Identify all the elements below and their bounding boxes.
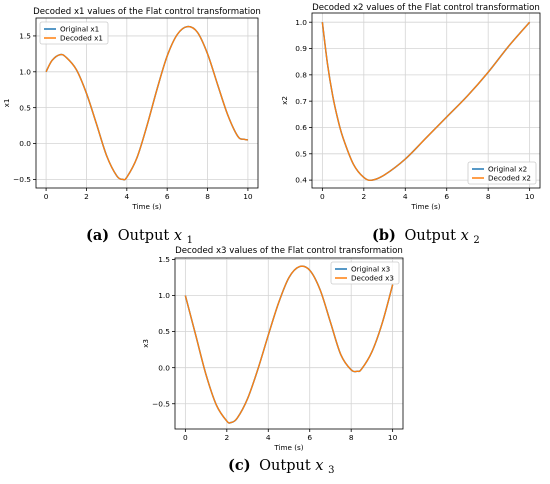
- caption-a-text: Output: [118, 228, 174, 244]
- chart-x3: 0 2 4 6 8 10 −0.5 0.0 0.5 1.0 1.5 Decoded x3 values…: [141, 246, 404, 452]
- caption-b-label: (b): [372, 227, 396, 244]
- legend-label: Original x1: [60, 25, 99, 34]
- chart-title: Decoded x1 values of the Flat control tr…: [33, 7, 261, 17]
- x-tick-label: 6: [307, 433, 312, 442]
- y-tick-label: 1.0: [295, 18, 307, 27]
- y-tick-label: 0.5: [158, 327, 170, 336]
- plot-area: [36, 18, 258, 188]
- legend-label: Decoded x2: [488, 174, 531, 183]
- x-tick-label: 4: [403, 192, 408, 201]
- series-line-decoded-x1: [45, 25, 249, 181]
- y-tick-label: 1.0: [158, 291, 170, 300]
- legend-label: Decoded x1: [60, 34, 103, 43]
- x-tick-label: 6: [165, 192, 170, 201]
- y-tick-label: 1.5: [158, 255, 170, 264]
- plot-area: [175, 258, 403, 429]
- caption-a: (a) Output x 1: [86, 227, 193, 246]
- legend-box: [330, 261, 400, 285]
- chart-x2: 0 2 4 6 8 10 0.4 0.5 0.6 0.7 0.8 0.9 1.0 Decoded x2 v…: [280, 3, 541, 211]
- plot-frame: [35, 17, 259, 189]
- y-tick-label: −0.5: [13, 175, 31, 184]
- y-tick-label: 1.0: [19, 67, 31, 76]
- y-tick-label: 0.9: [295, 44, 307, 53]
- chart-title: Decoded x3 values of the Flat control tr…: [175, 246, 403, 256]
- caption-a-label: (a): [86, 227, 109, 244]
- x-tick-label: 10: [243, 192, 253, 201]
- x-tick-label: 2: [361, 192, 366, 201]
- y-axis-label: x1: [2, 99, 11, 108]
- x-axis-label: Time (s): [273, 443, 303, 452]
- plot-frame: [311, 12, 541, 189]
- y-tick-label: 0.7: [295, 97, 307, 106]
- series-line-decoded-x3: [184, 265, 394, 424]
- x-tick-label: 0: [183, 433, 188, 442]
- x-axis-label: Time (s): [410, 202, 440, 211]
- x-tick-label: 10: [525, 192, 535, 201]
- x-tick-label: 4: [266, 433, 271, 442]
- y-tick-label: 1.5: [19, 32, 31, 41]
- y-axis-label: x3: [141, 339, 150, 348]
- caption-c: (c) Output x 3: [228, 457, 334, 476]
- x-tick-label: 10: [388, 433, 398, 442]
- y-axis-label: x2: [280, 96, 289, 105]
- x-axis-label: Time (s): [131, 202, 161, 211]
- caption-a-var: x: [174, 228, 182, 244]
- caption-b-text: Output: [404, 228, 460, 244]
- x-tick-label: 8: [486, 192, 491, 201]
- caption-b: (b) Output x 2: [372, 227, 480, 246]
- y-tick-label: 0.8: [295, 70, 307, 79]
- x-tick-label: 8: [349, 433, 354, 442]
- y-tick-label: 0.6: [295, 123, 307, 132]
- legend-label: Original x3: [351, 265, 390, 274]
- y-tick-label: 0.0: [19, 139, 31, 148]
- caption-c-var: x: [315, 458, 323, 474]
- caption-c-sub: 3: [328, 465, 334, 476]
- caption-a-sub: 1: [187, 235, 193, 246]
- x-tick-label: 2: [84, 192, 89, 201]
- x-tick-label: 0: [44, 192, 49, 201]
- x-tick-label: 2: [224, 433, 229, 442]
- y-tick-label: 0.5: [295, 149, 307, 158]
- caption-c-text: Output: [259, 458, 315, 474]
- y-tick-label: 0.5: [19, 103, 31, 112]
- x-tick-label: 0: [320, 192, 325, 201]
- caption-c-label: (c): [228, 457, 251, 474]
- caption-b-sub: 2: [473, 235, 479, 246]
- chart-title: Decoded x2 values of the Flat control tr…: [312, 3, 540, 13]
- y-tick-label: 0.4: [295, 176, 307, 185]
- legend-label: Decoded x3: [351, 274, 394, 283]
- y-tick-label: 0.0: [158, 363, 170, 372]
- legend-label: Original x2: [488, 165, 527, 174]
- plot-frame: [174, 257, 404, 430]
- series-line-decoded-x2: [321, 21, 531, 181]
- x-tick-label: 6: [444, 192, 449, 201]
- x-tick-label: 8: [205, 192, 210, 201]
- y-tick-label: −0.5: [152, 399, 170, 408]
- chart-x1: 0 2 4 6 8 10 −0.5 0.0 0.5 1.0 1.5 Decoded x1 values…: [2, 7, 261, 211]
- x-tick-label: 4: [124, 192, 129, 201]
- legend-box: [467, 161, 537, 185]
- legend-box: [39, 21, 109, 45]
- plot-area: [312, 13, 540, 188]
- caption-b-var: x: [461, 228, 469, 244]
